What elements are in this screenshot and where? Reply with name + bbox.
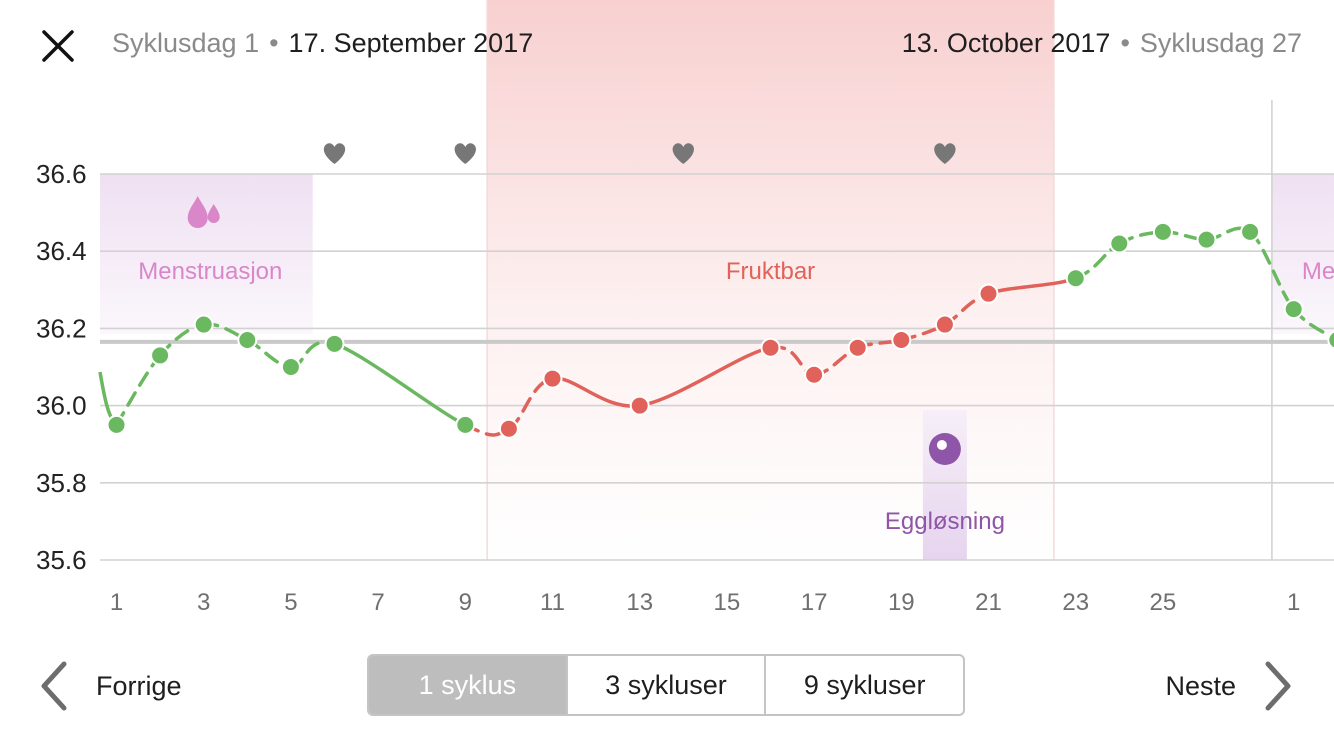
x-tick-label: 13 bbox=[626, 589, 653, 616]
previous-button[interactable]: Forrige bbox=[36, 660, 182, 712]
heart-icon bbox=[672, 143, 694, 164]
next-button[interactable]: Neste bbox=[1165, 660, 1296, 712]
x-tick-label: 1 bbox=[1287, 589, 1300, 616]
menstruation-band bbox=[100, 174, 313, 334]
menstruation-label: Menstruasjon bbox=[138, 258, 282, 285]
close-icon bbox=[42, 30, 74, 62]
close-button[interactable] bbox=[36, 24, 80, 68]
data-point bbox=[324, 333, 345, 354]
data-point bbox=[847, 337, 868, 358]
data-point bbox=[1109, 233, 1130, 254]
x-tick-label: 17 bbox=[801, 589, 828, 616]
previous-label: Forrige bbox=[96, 670, 182, 701]
segment-1-cycle[interactable]: 1 syklus bbox=[369, 656, 566, 714]
x-tick-label: 5 bbox=[284, 589, 297, 616]
separator-dot: • bbox=[269, 28, 279, 58]
cycle-start-info: Syklusdag 1 • 17. September 2017 bbox=[112, 26, 533, 60]
data-point bbox=[455, 414, 476, 435]
data-point bbox=[1065, 268, 1086, 289]
data-point bbox=[1240, 221, 1261, 242]
ovulation-band bbox=[922, 410, 967, 560]
x-tick-label: 23 bbox=[1062, 589, 1089, 616]
heart-shape bbox=[934, 143, 956, 164]
y-tick-label: 36.6 bbox=[36, 159, 87, 189]
x-tick-label: 3 bbox=[197, 589, 210, 616]
cycle-end-info: 13. October 2017 • Syklusdag 27 bbox=[902, 26, 1302, 60]
data-point bbox=[106, 414, 127, 435]
series-line-segment bbox=[332, 342, 468, 427]
blood-drop bbox=[187, 196, 208, 228]
next-menstruation-label: Me bbox=[1302, 258, 1334, 285]
chevron-left-icon bbox=[41, 661, 67, 711]
blood-drop-small bbox=[207, 204, 220, 223]
segment-3-cycles[interactable]: 3 sykluser bbox=[565, 656, 765, 714]
data-point bbox=[760, 337, 781, 358]
data-point bbox=[542, 368, 563, 389]
intercourse-markers bbox=[323, 143, 956, 164]
data-point bbox=[891, 329, 912, 350]
x-tick-label: 1 bbox=[110, 589, 123, 616]
x-tick-label: 21 bbox=[975, 589, 1002, 616]
heart-shape bbox=[672, 143, 694, 164]
data-point bbox=[629, 395, 650, 416]
y-tick-label: 36.2 bbox=[36, 313, 87, 343]
x-tick-label: 15 bbox=[714, 589, 741, 616]
data-points bbox=[106, 221, 1334, 439]
x-tick-label: 7 bbox=[371, 589, 384, 616]
x-tick-label: 11 bbox=[540, 589, 565, 616]
end-cycle-day: Syklusdag 27 bbox=[1139, 28, 1302, 58]
cycle-header: Syklusdag 1 • 17. September 2017 13. Octob… bbox=[0, 0, 1334, 90]
data-point bbox=[1327, 330, 1334, 350]
separator-dot: • bbox=[1120, 28, 1130, 58]
y-tick-label: 35.8 bbox=[36, 468, 87, 498]
y-tick-label: 36.0 bbox=[36, 391, 87, 421]
x-tick-label: 19 bbox=[888, 589, 915, 616]
data-point bbox=[804, 364, 825, 385]
fertile-label: Fruktbar bbox=[726, 258, 815, 285]
data-point bbox=[1196, 229, 1217, 250]
start-cycle-day: Syklusdag 1 bbox=[112, 28, 260, 58]
heart-icon bbox=[934, 143, 956, 164]
x-axis-ticks: 1 3 5 7 9 11 13 15 17 19 21 23 25 1 bbox=[110, 589, 1301, 616]
x-tick-label: 25 bbox=[1150, 589, 1177, 616]
start-date: 17. September 2017 bbox=[288, 28, 534, 58]
data-point bbox=[498, 418, 519, 439]
heart-shape bbox=[323, 143, 346, 164]
data-point bbox=[934, 314, 955, 335]
cycle-count-selector: 1 syklus 3 sykluser 9 sykluser bbox=[367, 654, 965, 716]
heart-icon bbox=[323, 143, 346, 164]
phase-labels: Menstruasjon Fruktbar Me Eggløsning bbox=[138, 196, 1334, 535]
series-line-segment bbox=[114, 353, 162, 427]
data-point bbox=[1283, 299, 1304, 320]
y-axis-ticks: 36.6 36.4 36.2 36.0 35.8 35.6 bbox=[36, 159, 87, 575]
next-label: Neste bbox=[1165, 670, 1236, 701]
data-point bbox=[237, 329, 258, 350]
ovulation-label: Eggløsning bbox=[885, 508, 1005, 535]
data-point bbox=[978, 283, 999, 304]
x-tick-label: 9 bbox=[459, 589, 472, 616]
end-date: 13. October 2017 bbox=[901, 28, 1111, 58]
data-point bbox=[193, 314, 214, 335]
data-point bbox=[150, 345, 171, 366]
blood-drops-icon bbox=[187, 196, 220, 228]
heart-shape bbox=[454, 143, 476, 164]
data-point bbox=[1152, 221, 1173, 242]
y-tick-label: 36.4 bbox=[36, 236, 87, 266]
y-tick-label: 35.6 bbox=[36, 545, 87, 575]
footer-nav: Forrige 1 syklus 3 sykluser 9 sykluser N… bbox=[0, 640, 1334, 740]
temperature-chart: 36.636.436.236.035.835.6 1 3 5 7 9 11 13 15 17 19… bbox=[36, 0, 1334, 616]
heart-icon bbox=[454, 143, 476, 164]
data-point bbox=[280, 357, 301, 377]
segment-9-cycles[interactable]: 9 sykluser bbox=[764, 656, 963, 714]
ovulation-icon-dot bbox=[936, 440, 947, 450]
series-line-segment bbox=[637, 345, 773, 408]
grid-lines bbox=[100, 173, 1334, 561]
chevron-right-icon bbox=[1265, 661, 1291, 711]
phase-bands bbox=[100, 0, 1334, 560]
